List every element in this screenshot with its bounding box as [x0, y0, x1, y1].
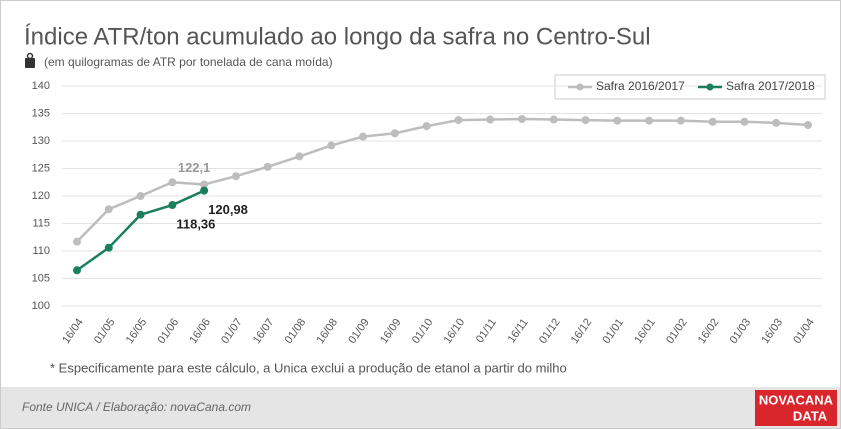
data-label: 120,98	[208, 202, 248, 217]
y-tick-label: 125	[32, 162, 50, 174]
chart-title: Índice ATR/ton acumulado ao longo da saf…	[24, 23, 651, 50]
data-label: 122,1	[178, 160, 211, 175]
data-point	[676, 116, 685, 125]
series-line	[76, 117, 809, 243]
data-point	[73, 266, 81, 275]
logo-text: DATA	[793, 408, 828, 423]
y-tick-label: 115	[32, 217, 50, 229]
logo-text: NOVACANA	[759, 392, 834, 407]
data-point	[168, 178, 177, 187]
y-tick-label: 120	[32, 190, 50, 202]
y-tick-label: 100	[32, 300, 50, 312]
y-tick-label: 140	[32, 80, 50, 92]
chart-subtitle: (em quilogramas de ATR por tonelada de c…	[44, 55, 333, 69]
data-point	[104, 243, 113, 252]
data-point	[136, 192, 145, 200]
y-tick-label: 130	[32, 135, 50, 147]
legend-label: Safra 2016/2017	[596, 79, 685, 93]
data-point	[613, 116, 622, 125]
y-tick-label: 110	[32, 245, 50, 257]
data-point	[390, 129, 399, 138]
data-point	[263, 162, 272, 171]
data-point	[200, 180, 209, 189]
logo-box	[755, 390, 837, 426]
legend-swatch	[706, 83, 714, 91]
data-point	[517, 115, 526, 123]
legend-swatch	[576, 83, 584, 91]
legend-label: Safra 2017/2018	[726, 79, 815, 93]
legend-box	[554, 74, 826, 100]
data-point	[327, 141, 336, 150]
data-label: 118,36	[176, 216, 215, 231]
data-point	[645, 116, 654, 125]
data-point	[772, 118, 781, 127]
y-tick-label: 135	[32, 107, 50, 119]
footnote: * Especificamente para este cálculo, a U…	[50, 360, 567, 375]
data-point	[168, 201, 177, 210]
data-point	[231, 172, 240, 181]
data-point	[136, 210, 145, 219]
footer-band	[1, 387, 840, 428]
data-point	[581, 116, 590, 125]
data-point	[549, 115, 558, 124]
data-point	[422, 122, 431, 131]
data-point	[804, 121, 812, 130]
data-point	[73, 237, 81, 246]
data-point	[104, 205, 113, 214]
data-point	[359, 132, 368, 141]
data-point	[454, 116, 463, 125]
data-point	[200, 186, 209, 195]
data-point	[740, 117, 749, 126]
data-point	[295, 152, 304, 161]
weight-icon	[25, 52, 35, 68]
source: Fonte UNICA / Elaboração: novaCana.com	[22, 400, 251, 414]
data-point	[486, 115, 495, 124]
data-point	[708, 117, 717, 126]
y-tick-label: 105	[32, 272, 50, 284]
